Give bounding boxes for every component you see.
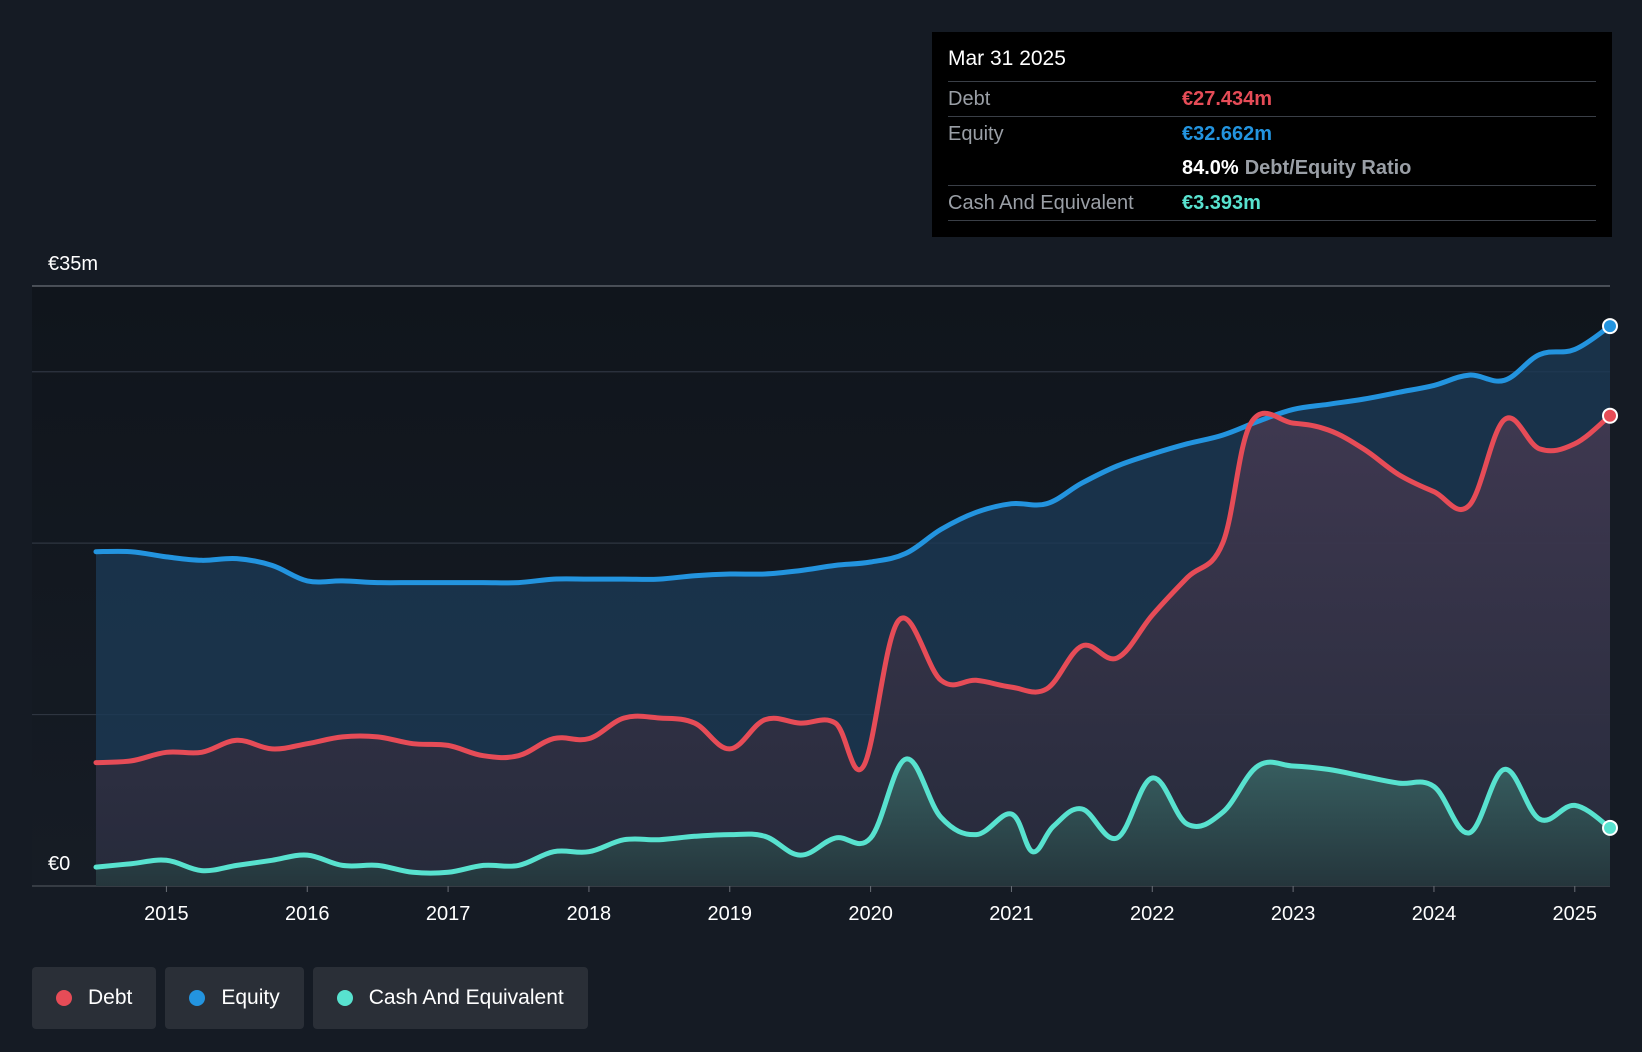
x-tick-label: 2021 (989, 903, 1034, 925)
tooltip-ratio-row: 84.0% Debt/Equity Ratio (948, 151, 1596, 186)
series-endpoints (1602, 318, 1618, 836)
cash-and-equivalent-area (96, 758, 1610, 886)
tooltip-debt-value: €27.434m (1182, 88, 1273, 110)
x-tick-label: 2017 (426, 903, 471, 925)
tooltip-debt-label: Debt (948, 88, 991, 110)
x-tick-label: 2018 (567, 903, 612, 925)
tooltip-cash-row: Cash And Equivalent €3.393m (948, 186, 1596, 221)
debt-line (93, 410, 1613, 773)
equity-dot-icon (189, 990, 206, 1006)
x-tick-label: 2016 (285, 903, 330, 925)
legend-item-cash[interactable]: Cash And Equivalent (312, 967, 588, 1029)
x-tick-label: 2024 (1412, 903, 1457, 925)
debt-dot-icon (56, 990, 72, 1006)
tooltip-equity-label: Equity (948, 123, 1004, 145)
tooltip-date: Mar 31 2025 (948, 44, 1596, 82)
cash-and-equivalent-endpoint (1602, 819, 1618, 836)
equity-line (93, 323, 1613, 586)
y-tick-label-zero: €0 (48, 853, 70, 875)
legend-item-debt[interactable]: Debt (32, 967, 157, 1029)
tooltip-cash-label: Cash And Equivalent (948, 192, 1134, 214)
x-tick-label: 2015 (144, 903, 189, 925)
x-tick-label: 2023 (1271, 903, 1316, 925)
equity-endpoint (1602, 318, 1618, 335)
cash-dot-icon (336, 990, 353, 1006)
tooltip-ratio-value: 84.0% (1182, 157, 1239, 179)
debt-area (96, 413, 1610, 886)
series-areas (96, 326, 1610, 887)
tooltip-ratio-label: Debt/Equity Ratio (1244, 157, 1412, 179)
x-tick-label: 2025 (1553, 903, 1598, 925)
y-tick-label-max: €35m (48, 253, 98, 275)
series-lines (93, 323, 1613, 876)
x-tick-label: 2020 (848, 903, 893, 925)
x-tick-label: 2019 (708, 903, 753, 925)
legend-debt-label: Debt (88, 986, 133, 1009)
legend-equity-label: Equity (221, 986, 280, 1009)
legend-cash-label: Cash And Equivalent (368, 986, 564, 1009)
tooltip-equity-value: €32.662m (1182, 123, 1273, 145)
legend-item-equity[interactable]: Equity (165, 967, 304, 1029)
cash-and-equivalent-line (93, 756, 1613, 876)
x-axis: 2015 2016 2017 2018 2019 2020 2021 2022 2023 2024… (144, 886, 1597, 925)
tooltip-equity-row: Equity €32.662m (948, 117, 1596, 151)
tooltip-debt-row: Debt €27.434m (948, 82, 1596, 117)
legend: Debt Equity Cash And Equivalent (32, 967, 588, 1029)
tooltip: Mar 31 2025 Debt €27.434m Equity €32.662… (932, 32, 1612, 237)
x-tick-label: 2022 (1130, 903, 1175, 925)
tooltip-cash-value: €3.393m (1182, 192, 1261, 214)
debt-endpoint (1602, 407, 1618, 424)
